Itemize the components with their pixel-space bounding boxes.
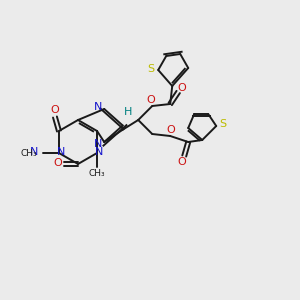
- Text: S: S: [148, 64, 155, 74]
- Text: N: N: [94, 102, 102, 112]
- Text: O: O: [167, 125, 176, 135]
- Text: H: H: [124, 107, 132, 117]
- Text: O: O: [178, 157, 187, 167]
- Text: O: O: [54, 158, 62, 168]
- Text: O: O: [178, 83, 187, 93]
- Text: O: O: [51, 105, 59, 115]
- Text: N: N: [94, 139, 102, 149]
- Text: CH₃: CH₃: [20, 148, 37, 158]
- Text: O: O: [147, 95, 156, 105]
- Text: CH₃: CH₃: [89, 169, 105, 178]
- Text: N: N: [30, 147, 38, 157]
- Text: N: N: [57, 147, 65, 157]
- Text: S: S: [220, 119, 227, 129]
- Text: N: N: [95, 147, 103, 157]
